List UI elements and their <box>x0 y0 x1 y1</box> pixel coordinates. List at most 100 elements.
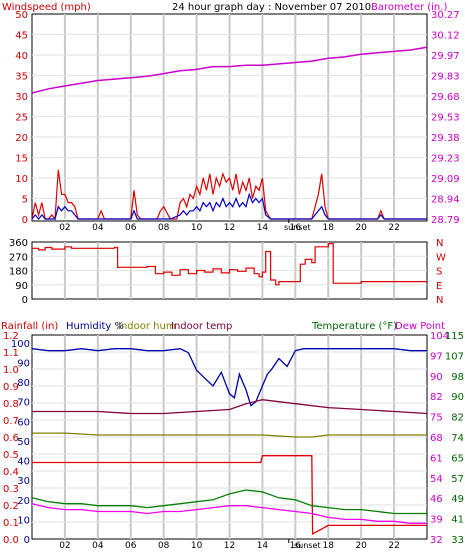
rainfall-tick-label: 0.7 <box>3 416 19 427</box>
temperature-tick-label: 98 <box>451 372 464 383</box>
humidity-tick-label: 100 <box>11 339 30 350</box>
humidity-tick-label: 20 <box>17 496 30 507</box>
rainfall-tick-label: 0.6 <box>3 433 19 444</box>
rainfall-tick-label: 0.5 <box>3 450 19 461</box>
humidity-tick-label: 90 <box>17 358 30 369</box>
humidity-tick-label: 0 <box>24 535 30 546</box>
windspeed-tick-label: 10 <box>15 174 28 185</box>
windspeed-tick-label: 40 <box>15 51 28 62</box>
indoor-hum-line <box>32 432 427 438</box>
hour-tick-label-bottom: 04 <box>92 541 104 551</box>
windspeed-tick-label: 0 <box>22 215 28 226</box>
wind-gust-line <box>31 169 427 221</box>
hour-tick-label-top: 14 <box>257 223 269 233</box>
series-layer <box>31 46 428 535</box>
chart-title: 24 hour graph day : November 07 2010 <box>172 2 371 13</box>
compass-label: N <box>436 238 443 249</box>
temperature-tick-label: 107 <box>445 351 464 362</box>
temperature-tick-label: 115 <box>445 331 464 342</box>
direction-tick-label: 90 <box>15 281 28 292</box>
dewpoint-tick-label: 61 <box>430 453 443 464</box>
humidity-tick-label: 40 <box>17 457 30 468</box>
hour-tick-label-top: 06 <box>125 223 137 233</box>
humidity-tick-label: 30 <box>17 476 30 487</box>
windspeed-tick-label: 45 <box>15 31 28 42</box>
hour-tick-label-top: 02 <box>59 223 70 233</box>
humidity-tick-label: 80 <box>17 378 30 389</box>
windspeed-tick-label: 30 <box>15 92 28 103</box>
hour-tick-label-bottom: 08 <box>158 541 170 551</box>
rainfall-tick-label: 0.2 <box>3 501 19 512</box>
dewpoint-tick-label: 90 <box>430 372 443 383</box>
hour-tick-label-bottom: 22 <box>388 541 399 551</box>
dewpoint-tick-label: 82 <box>430 392 443 403</box>
hour-tick-label-top: 16 <box>290 223 302 233</box>
rainfall-tick-label: 0.0 <box>3 535 19 546</box>
humidity-line <box>31 348 427 407</box>
barometer-tick-label: 29.38 <box>431 133 460 144</box>
rainfall-line <box>32 455 427 535</box>
hour-tick-label-top: 18 <box>323 223 335 233</box>
rainfall-tick-label: 0.3 <box>3 484 19 495</box>
tick-layer: 0 5 10 15 20 25 30 35 40 45 50 28.79 28.94 29.09 29.23… <box>3 10 464 551</box>
barometer-tick-label: 30.12 <box>431 31 460 42</box>
barometer-tick-label: 29.53 <box>431 113 460 124</box>
barometer-tick-label: 30.27 <box>431 10 460 21</box>
rainfall-tick-label: 1.1 <box>3 348 19 359</box>
rainfall-tick-label: 1.0 <box>3 365 19 376</box>
barometer-tick-label: 28.94 <box>431 195 460 206</box>
barometer-line <box>31 46 428 94</box>
hour-tick-label-top: 22 <box>388 223 399 233</box>
indoor-temp-line <box>32 399 428 415</box>
grid-layer <box>32 14 427 543</box>
hour-tick-label-bottom: 20 <box>355 541 367 551</box>
indoor-temp-legend: Indoor temp <box>171 321 232 332</box>
dewpoint-tick-label: 39 <box>430 515 443 526</box>
compass-label: N <box>436 295 443 306</box>
humidity-tick-label: 10 <box>17 515 30 526</box>
rainfall-tick-label: 0.9 <box>3 382 19 393</box>
hour-tick-label-top: 10 <box>191 223 203 233</box>
temperature-tick-label: 41 <box>451 515 464 526</box>
windspeed-tick-label: 35 <box>15 72 28 83</box>
hour-tick-label-bottom: 12 <box>224 541 235 551</box>
humidity-legend: Humidity % <box>66 321 124 332</box>
rainfall-tick-label: 0.4 <box>3 467 19 478</box>
hour-tick-label-bottom: 06 <box>125 541 137 551</box>
temperature-tick-label: 82 <box>451 413 464 424</box>
rainfall-tick-label: 0.1 <box>3 518 19 529</box>
hour-tick-label-bottom: 10 <box>191 541 203 551</box>
wind-speed-line <box>31 192 427 220</box>
hour-tick-label-top: 08 <box>158 223 170 233</box>
barometer-tick-label: 29.68 <box>431 92 460 103</box>
humidity-tick-label: 50 <box>17 437 30 448</box>
temperature-tick-label: 65 <box>451 453 464 464</box>
dewpoint-tick-label: 104 <box>430 331 449 342</box>
rainfall-tick-label: 1.2 <box>3 331 19 342</box>
compass-label: E <box>436 281 442 292</box>
hour-tick-label-top: 12 <box>224 223 235 233</box>
dewpoint-tick-label: 32 <box>430 535 443 546</box>
rainfall-axis-title: Rainfall (in) <box>1 321 58 332</box>
direction-tick-label: 0 <box>22 295 28 306</box>
indoor-hum-legend: Indoor hum <box>118 321 176 332</box>
windspeed-tick-label: 20 <box>15 133 28 144</box>
hour-tick-label-bottom: 14 <box>257 541 269 551</box>
dewpoint-tick-label: 68 <box>430 433 443 444</box>
direction-tick-label: 180 <box>9 267 28 278</box>
barometer-axis-title: Barometer (in.) <box>371 2 447 13</box>
direction-tick-label: 270 <box>9 252 28 263</box>
dewpoint-tick-label: 75 <box>430 413 443 424</box>
temperature-tick-label: 49 <box>451 494 464 505</box>
barometer-tick-label: 29.23 <box>431 154 460 165</box>
temperature-axis-title: Temperature (°F) <box>311 321 397 332</box>
dewpoint-tick-label: 97 <box>430 351 443 362</box>
direction-tick-label: 360 <box>9 238 28 249</box>
windspeed-tick-label: 5 <box>22 195 28 206</box>
barometer-tick-label: 29.09 <box>431 174 460 185</box>
temperature-tick-label: 74 <box>451 433 464 444</box>
barometer-tick-label: 29.97 <box>431 51 460 62</box>
hour-tick-label-bottom: 18 <box>323 541 335 551</box>
